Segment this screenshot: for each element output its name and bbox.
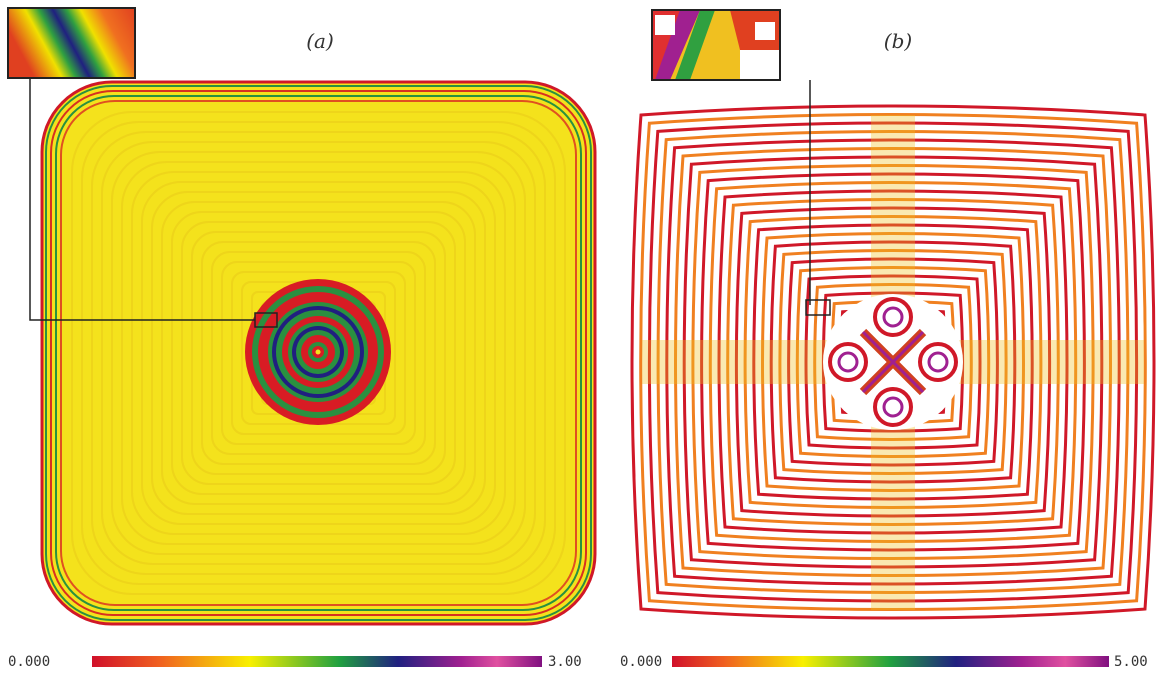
faint-ring [101,141,536,565]
cross [861,330,925,394]
panel-b [630,104,1156,620]
edge-ring [60,100,577,606]
faint-ring [211,251,426,455]
edge-ring [45,85,592,621]
panel-label: (b) [884,29,912,53]
faint-ring [91,131,546,575]
lobe [882,306,904,328]
panel-label: (a) [306,29,334,53]
edge-ring [50,90,587,616]
faint-ring [71,111,566,595]
stripe [647,121,1139,603]
lobe [837,351,859,373]
faint-ring [171,211,466,495]
faint-ring [131,171,506,535]
faint-ring [191,231,446,475]
stripe [813,283,973,441]
colorbar-max: 3.00 [548,654,582,670]
faint-ring [141,181,496,525]
zoom-box [805,299,831,316]
lobe [927,351,949,373]
stripe [804,274,982,450]
stripe [734,206,1052,518]
inset-b [651,9,781,81]
stripe [795,266,991,458]
leader-line [29,78,255,321]
lobe [873,297,913,337]
stripe [743,215,1043,509]
faint-ring [201,241,436,465]
faint-ring [221,261,416,445]
colorbar [672,656,1109,667]
stripe [752,223,1034,501]
stripe [682,155,1104,569]
edge-ring [55,95,582,611]
colorbar-min: 0.000 [620,654,662,670]
faint-ring [231,271,406,435]
faint-ring [111,151,526,555]
stripe [665,138,1121,586]
ring [315,349,321,355]
stripe [639,113,1147,611]
stripe [717,189,1069,535]
lobe [882,396,904,418]
lobe [918,342,958,382]
stripe [656,130,1130,594]
stripe [821,291,965,433]
stripe [761,232,1025,492]
colorbar-min: 0.000 [8,654,50,670]
faint-ring [121,161,516,545]
stripe [778,249,1008,475]
inset-a [7,7,136,79]
colorbar-max: 5.00 [1114,654,1148,670]
stripe [630,104,1156,620]
stripe [769,240,1017,484]
stripe [726,198,1060,526]
faint-ring [161,201,476,505]
lobe [873,387,913,427]
faint-ring [181,221,456,485]
stripe [691,164,1095,560]
faint-ring [81,121,556,585]
stripe [700,172,1086,552]
stripe [708,181,1078,543]
zoom-box [254,312,278,328]
faint-ring [151,191,486,515]
stripe [787,257,999,467]
stripe [674,147,1112,577]
colorbar [92,656,542,667]
panel-a [40,80,597,626]
lobe [828,342,868,382]
